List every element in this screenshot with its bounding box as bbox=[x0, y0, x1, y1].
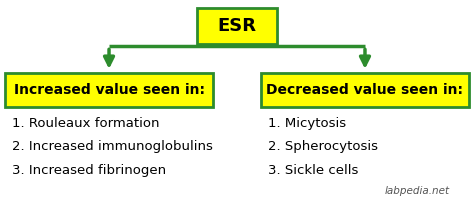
FancyBboxPatch shape bbox=[261, 73, 469, 107]
FancyBboxPatch shape bbox=[5, 73, 213, 107]
Text: Increased value seen in:: Increased value seen in: bbox=[14, 83, 204, 97]
Text: 3. Increased fibrinogen: 3. Increased fibrinogen bbox=[12, 164, 166, 177]
Text: Decreased value seen in:: Decreased value seen in: bbox=[266, 83, 464, 97]
Text: labpedia.net: labpedia.net bbox=[384, 186, 450, 196]
FancyBboxPatch shape bbox=[197, 8, 277, 44]
Text: 2. Spherocytosis: 2. Spherocytosis bbox=[268, 140, 378, 153]
Text: ESR: ESR bbox=[218, 17, 256, 35]
Text: 2. Increased immunoglobulins: 2. Increased immunoglobulins bbox=[12, 140, 213, 153]
Text: 3. Sickle cells: 3. Sickle cells bbox=[268, 164, 358, 177]
Text: 1. Rouleaux formation: 1. Rouleaux formation bbox=[12, 117, 159, 130]
Text: 1. Micytosis: 1. Micytosis bbox=[268, 117, 346, 130]
